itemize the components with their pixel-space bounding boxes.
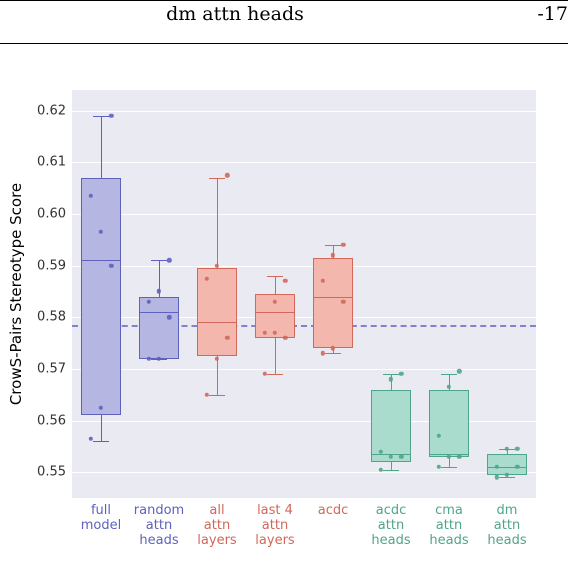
- ytick-label: 0.62: [37, 103, 66, 118]
- data-point: [263, 372, 267, 376]
- xtick-label: acdcattnheads: [371, 504, 410, 549]
- median-line: [139, 312, 180, 313]
- ytick-label: 0.56: [37, 413, 66, 428]
- cap-lower: [93, 441, 109, 442]
- data-point: [389, 377, 393, 381]
- cap-lower: [499, 477, 515, 478]
- cap-lower: [383, 470, 399, 471]
- xtick-label: last 4attnlayers: [255, 504, 294, 549]
- data-point: [157, 356, 161, 360]
- data-point: [515, 447, 519, 451]
- y-axis-label: CrowS-Pairs Stereotype Score: [7, 183, 25, 405]
- cap-lower: [209, 395, 225, 396]
- data-point: [331, 346, 335, 350]
- data-point: [437, 465, 441, 469]
- data-point: [505, 473, 509, 477]
- cap-lower: [441, 467, 457, 468]
- data-point: [283, 279, 287, 283]
- data-point: [109, 114, 113, 118]
- median-line: [197, 322, 238, 323]
- whisker-lower: [101, 415, 102, 441]
- data-point: [215, 356, 219, 360]
- ytick-label: 0.59: [37, 258, 66, 273]
- xtick-label: dmattnheads: [487, 504, 526, 549]
- data-point: [215, 263, 219, 267]
- boxes-layer: [72, 90, 536, 498]
- cap-upper: [441, 374, 457, 375]
- page-root: dm attn heads -17 fullmodelrandomattnhea…: [0, 0, 568, 578]
- data-point: [341, 243, 345, 247]
- data-point: [447, 385, 451, 389]
- median-line: [255, 312, 296, 313]
- whisker-upper: [275, 276, 276, 294]
- data-point: [205, 393, 209, 397]
- whisker-lower: [217, 356, 218, 395]
- ytick-label: 0.58: [37, 310, 66, 325]
- median-line: [81, 260, 122, 261]
- data-point: [283, 336, 287, 340]
- cap-upper: [209, 178, 225, 179]
- box: [197, 268, 238, 356]
- whisker-lower: [275, 338, 276, 374]
- whisker-lower: [391, 462, 392, 470]
- xtick-label: cmaattnheads: [429, 504, 468, 549]
- cap-upper: [93, 116, 109, 117]
- data-point: [495, 475, 499, 479]
- whisker-upper: [217, 178, 218, 268]
- data-point: [157, 289, 161, 293]
- data-point: [147, 356, 151, 360]
- box: [371, 390, 412, 462]
- cap-lower: [325, 353, 341, 354]
- boxplot-chart: fullmodelrandomattnheadsallattnlayerslas…: [72, 90, 536, 498]
- data-point: [225, 173, 229, 177]
- data-point: [89, 436, 93, 440]
- box: [429, 390, 470, 457]
- ytick-label: 0.60: [37, 206, 66, 221]
- cap-upper: [267, 276, 283, 277]
- whisker-upper: [101, 116, 102, 178]
- header-right-text-fragment: -17: [537, 3, 568, 25]
- median-line: [313, 297, 354, 298]
- data-point: [457, 454, 461, 458]
- data-point: [321, 351, 325, 355]
- ytick-label: 0.57: [37, 361, 66, 376]
- paper-header-row: dm attn heads -17: [0, 0, 568, 44]
- header-left-text: dm attn heads: [0, 3, 470, 25]
- cap-upper: [151, 260, 167, 261]
- data-point: [167, 258, 171, 262]
- cap-upper: [325, 245, 341, 246]
- xtick-label: randomattnheads: [134, 504, 184, 549]
- data-point: [457, 369, 461, 373]
- data-point: [331, 253, 335, 257]
- cap-upper: [383, 374, 399, 375]
- box: [313, 258, 354, 348]
- xtick-label: allattnlayers: [197, 504, 236, 549]
- ytick-label: 0.55: [37, 465, 66, 480]
- data-point: [399, 372, 403, 376]
- xtick-label: fullmodel: [81, 504, 121, 534]
- box: [81, 178, 122, 416]
- median-line: [487, 467, 528, 468]
- ytick-label: 0.61: [37, 155, 66, 170]
- data-point: [447, 454, 451, 458]
- data-point: [379, 467, 383, 471]
- cap-lower: [267, 374, 283, 375]
- box: [139, 297, 180, 359]
- xtick-label: acdc: [318, 504, 349, 519]
- data-point: [505, 447, 509, 451]
